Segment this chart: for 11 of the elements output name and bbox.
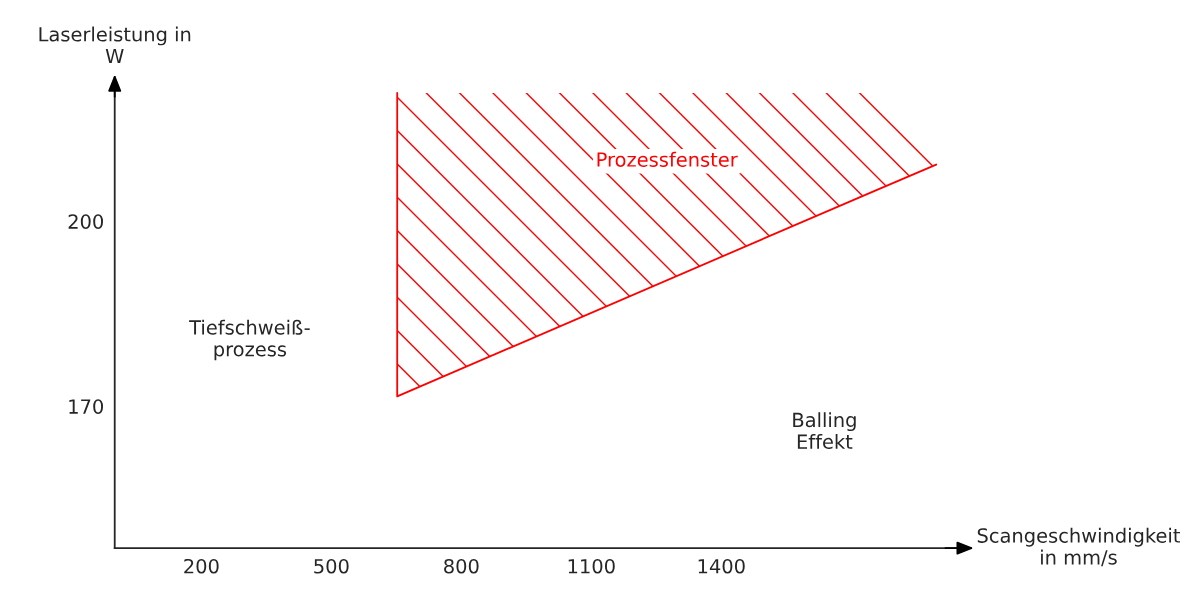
x-tick-label: 1100 [568, 558, 615, 574]
x-tick-label: 500 [314, 558, 349, 574]
x-tick-label: 1400 [698, 558, 745, 574]
annotation: Balling Effekt [793, 412, 856, 450]
y-axis-title: Laserleistung in W [39, 26, 191, 64]
x-axis-title: Scangeschwindigkeit in mm/s [977, 527, 1180, 567]
x-tick-label: 200 [184, 558, 219, 574]
y-tick-label: 170 [69, 399, 104, 414]
x-tick-label: 800 [444, 558, 479, 574]
text: Prozessfenster [597, 151, 738, 167]
annotation: Tiefschweiß- prozess [189, 319, 310, 361]
